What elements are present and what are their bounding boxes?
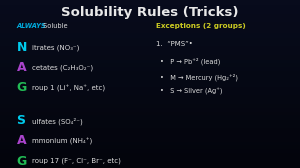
Text: •   M → Mercury (Hg₂⁺²): • M → Mercury (Hg₂⁺²) [160,73,238,81]
Text: G: G [16,155,27,167]
Text: itrates (NO₃⁻): itrates (NO₃⁻) [32,45,79,51]
Text: G: G [16,81,27,94]
Text: cetates (C₂H₃O₂⁻): cetates (C₂H₃O₂⁻) [32,65,93,71]
Text: mmonium (NH₄⁺): mmonium (NH₄⁺) [32,138,92,145]
Text: •   P → Pb⁺² (lead): • P → Pb⁺² (lead) [160,58,221,66]
Text: roup 17 (F⁻, Cl⁻, Br⁻, etc): roup 17 (F⁻, Cl⁻, Br⁻, etc) [32,158,120,164]
Text: A: A [16,134,26,147]
Text: Exceptions (2 groups): Exceptions (2 groups) [156,23,246,29]
Text: Soluble: Soluble [41,23,68,29]
Text: N: N [16,41,27,54]
Text: ALWAYS: ALWAYS [16,23,46,29]
Text: A: A [16,61,26,74]
Text: •   S → Silver (Ag⁺): • S → Silver (Ag⁺) [160,88,223,95]
Text: S: S [16,114,26,127]
Text: ulfates (SO₄²⁻): ulfates (SO₄²⁻) [32,118,82,125]
Text: 1.  “PMS”•: 1. “PMS”• [156,41,193,47]
Text: roup 1 (Li⁺, Na⁺, etc): roup 1 (Li⁺, Na⁺, etc) [32,85,105,92]
Text: Solubility Rules (Tricks): Solubility Rules (Tricks) [61,6,239,19]
